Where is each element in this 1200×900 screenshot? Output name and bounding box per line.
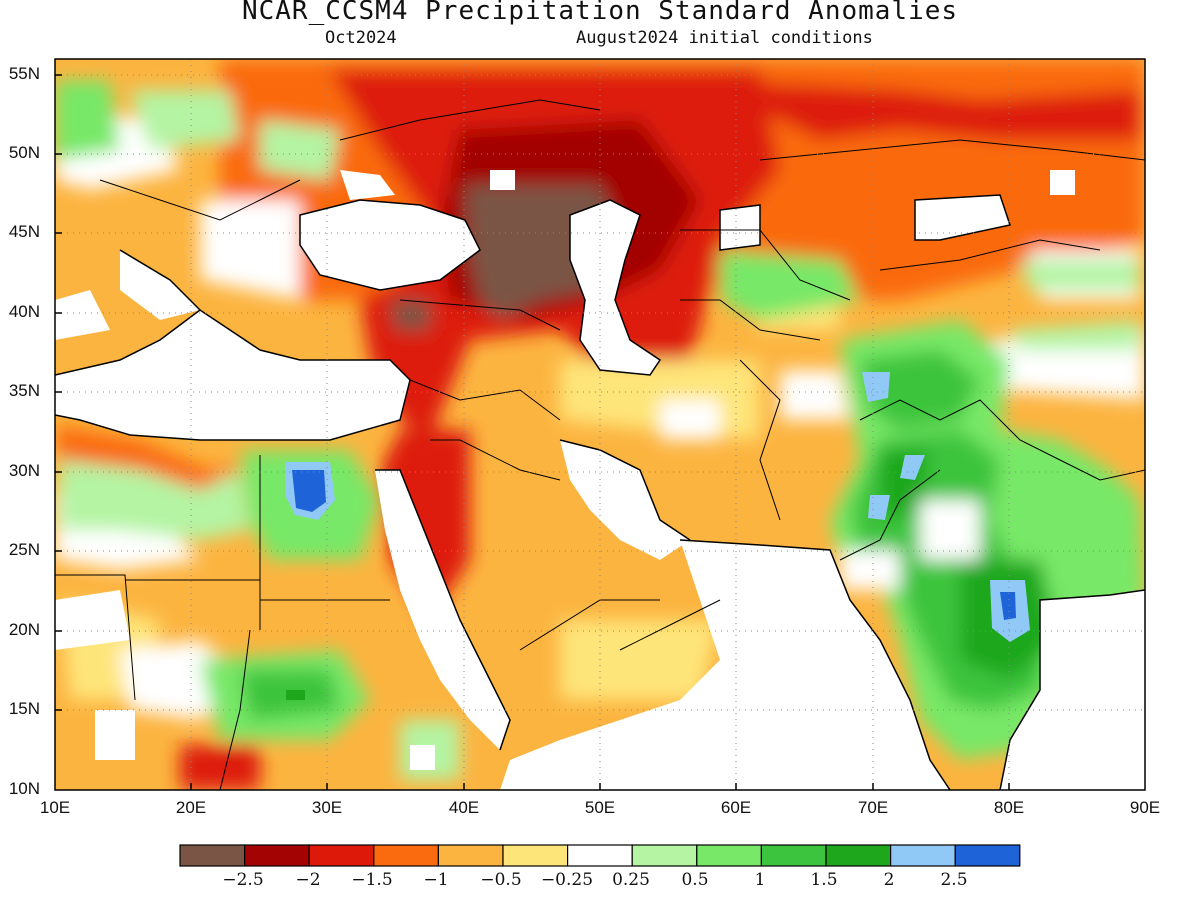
- colorbar-label: 1: [754, 870, 766, 890]
- colorbar-label: 1.5: [810, 870, 838, 890]
- lat-label: 35N: [8, 381, 40, 400]
- colorbar-label: −2.5: [222, 870, 264, 890]
- colorbar-swatch: [889, 844, 956, 867]
- lat-label: 20N: [8, 620, 40, 639]
- lat-label: 45N: [8, 222, 40, 241]
- colorbar-swatch: [825, 844, 892, 867]
- borders: [55, 99, 1145, 790]
- lat-label: 55N: [8, 64, 40, 83]
- anomaly-field: [55, 59, 1145, 790]
- lon-label: 70E: [857, 798, 889, 817]
- map-title: NCAR_CCSM4 Precipitation Standard Anomal…: [241, 0, 959, 26]
- lon-label: 60E: [720, 798, 752, 817]
- lon-label: 40E: [448, 798, 480, 817]
- valid-month: Oct2024: [325, 28, 397, 48]
- colorbar-label: 2.5: [940, 870, 968, 890]
- colorbar-swatch: [696, 844, 762, 867]
- colorbar-label: −1.5: [351, 870, 393, 890]
- colorbar-swatch: [760, 844, 827, 867]
- coastlines: [55, 194, 1145, 790]
- lat-label: 10N: [8, 779, 40, 798]
- axis-ticks: [55, 74, 1010, 790]
- lon-label: 90E: [1129, 798, 1161, 817]
- lon-label: 30E: [311, 798, 343, 817]
- init-conditions: August2024 initial conditions: [576, 28, 873, 48]
- colorbar-swatch: [502, 844, 569, 867]
- colorbar-swatch: [566, 844, 633, 867]
- colorbar-label: 0.25: [612, 870, 650, 890]
- colorbar: [179, 844, 1021, 867]
- colorbar-label: −0.25: [540, 870, 594, 890]
- lat-label: 50N: [8, 143, 40, 162]
- colorbar-label: −2: [295, 870, 321, 890]
- lat-label: 40N: [8, 302, 40, 321]
- colorbar-swatch: [631, 844, 698, 867]
- lon-label: 10E: [39, 798, 71, 817]
- lon-label: 80E: [993, 798, 1025, 817]
- colorbar-swatch: [308, 844, 375, 867]
- colorbar-swatch: [373, 844, 439, 867]
- colorbar-swatch: [179, 844, 246, 867]
- lon-label: 20E: [175, 798, 207, 817]
- colorbar-swatch: [244, 844, 310, 867]
- colorbar-label: −1: [423, 870, 449, 890]
- lat-label: 25N: [8, 540, 40, 559]
- colorbar-label: −0.5: [480, 870, 522, 890]
- lat-label: 30N: [8, 461, 40, 480]
- sea-mask: [55, 170, 1145, 790]
- lat-label: 15N: [8, 699, 40, 718]
- colorbar-swatch: [954, 844, 1021, 867]
- colorbar-label: 2: [883, 870, 895, 890]
- colorbar-label: 0.5: [681, 870, 709, 890]
- colorbar-swatch: [437, 844, 504, 867]
- lon-label: 50E: [584, 798, 616, 817]
